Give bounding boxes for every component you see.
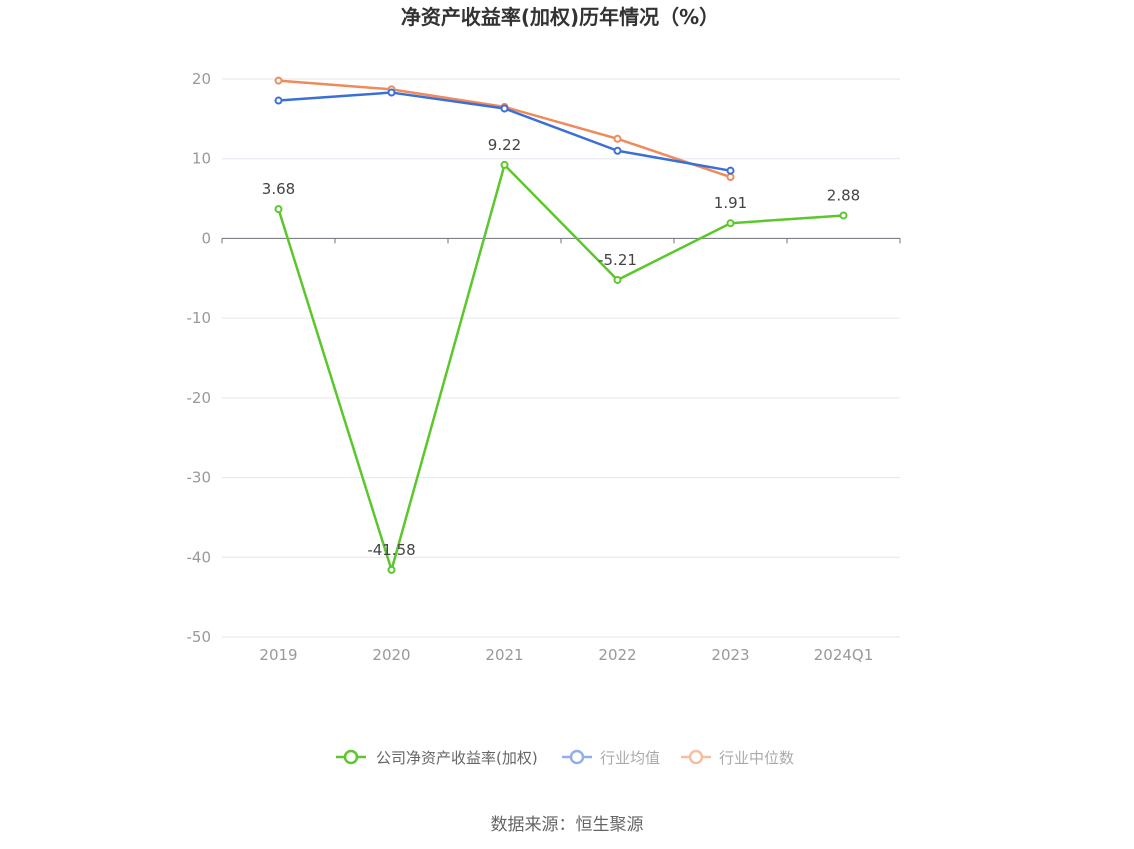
legend[interactable]: 公司净资产收益率(加权) 行业均值 行业中位数 xyxy=(336,749,794,767)
legend-label: 公司净资产收益率(加权) xyxy=(376,749,538,767)
x-tick-label: 2024Q1 xyxy=(814,646,874,664)
x-tick-label: 2021 xyxy=(485,646,523,664)
data-point[interactable] xyxy=(274,76,283,85)
chart-title: 净资产收益率(加权)历年情况（%） xyxy=(401,5,719,29)
axes: 20 10 0 -10 -20 -30 -40 -50 2019 2020 2021 2022 2023… xyxy=(187,70,901,664)
legend-marker-icon xyxy=(569,749,585,765)
data-point[interactable] xyxy=(274,96,283,105)
source-note: 数据来源：恒生聚源 xyxy=(491,815,644,835)
data-label: 9.22 xyxy=(488,136,521,154)
legend-item[interactable]: 公司净资产收益率(加权) xyxy=(336,749,538,767)
data-label: -41.58 xyxy=(367,541,415,559)
legend-label: 行业中位数 xyxy=(719,749,794,767)
data-point[interactable] xyxy=(726,219,735,228)
legend-item[interactable]: 行业中位数 xyxy=(681,749,794,767)
data-point[interactable] xyxy=(387,88,396,97)
series xyxy=(274,76,848,574)
y-tick-label: -10 xyxy=(187,309,212,327)
data-point[interactable] xyxy=(726,173,735,182)
data-point[interactable] xyxy=(613,146,622,155)
x-tick-label: 2020 xyxy=(372,646,410,664)
series-0 xyxy=(274,160,848,574)
legend-item[interactable]: 行业均值 xyxy=(562,749,660,767)
series-line xyxy=(277,163,844,572)
y-tick-label: 10 xyxy=(192,150,211,168)
y-tick-label: -30 xyxy=(187,469,212,487)
y-tick-label: 0 xyxy=(201,229,211,247)
series-1 xyxy=(274,88,735,175)
data-point[interactable] xyxy=(387,565,396,574)
data-point[interactable] xyxy=(839,211,848,220)
data-point[interactable] xyxy=(613,134,622,143)
y-tick-label: -40 xyxy=(187,548,212,566)
data-point[interactable] xyxy=(500,160,509,169)
x-tick-label: 2019 xyxy=(259,646,297,664)
data-label: -5.21 xyxy=(598,251,637,269)
data-point[interactable] xyxy=(613,275,622,284)
data-point[interactable] xyxy=(274,205,283,214)
data-point[interactable] xyxy=(500,104,509,113)
y-tick-label: -20 xyxy=(187,389,212,407)
y-tick-label: -50 xyxy=(187,628,212,646)
legend-marker-icon xyxy=(343,749,359,765)
legend-label: 行业均值 xyxy=(600,749,660,767)
data-point[interactable] xyxy=(726,166,735,175)
data-labels: 3.68 -41.58 9.22 -5.21 1.91 2.88 xyxy=(262,136,860,559)
data-label: 2.88 xyxy=(827,186,860,204)
grid xyxy=(222,78,900,638)
x-tick-label: 2023 xyxy=(711,646,749,664)
data-label: 1.91 xyxy=(714,194,747,212)
x-tick-label: 2022 xyxy=(598,646,636,664)
legend-marker-icon xyxy=(688,749,704,765)
y-tick-label: 20 xyxy=(192,70,211,88)
data-label: 3.68 xyxy=(262,180,295,198)
